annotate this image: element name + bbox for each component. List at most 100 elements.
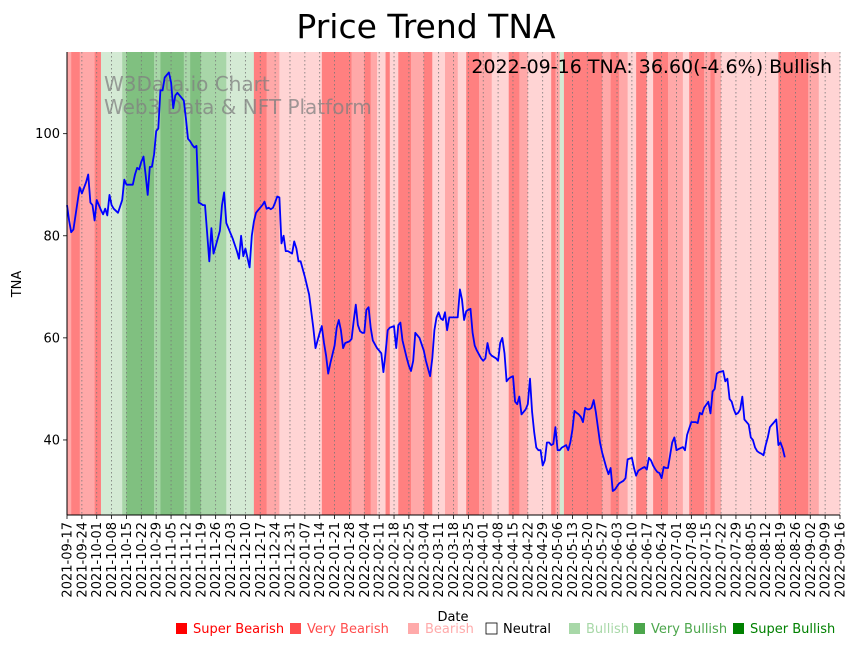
- sentiment-band-bearish: [704, 52, 711, 515]
- x-tick-label: 2022-03-18: [447, 522, 462, 598]
- legend-item: Super Bullish: [733, 622, 835, 637]
- sentiment-band-light-bearish: [457, 52, 467, 515]
- watermark-line-2: Web3 Data & NFT Platform: [104, 95, 372, 119]
- y-axis-label: TNA: [10, 271, 25, 299]
- sentiment-band-very-bearish: [689, 52, 705, 515]
- x-tick-label: 2022-07-29: [729, 522, 744, 598]
- x-tick-label: 2022-04-22: [521, 522, 536, 598]
- legend-item: Super Bearish: [176, 622, 284, 637]
- sentiment-band-bearish: [478, 52, 493, 515]
- sentiment-band-bullish-light: [100, 52, 123, 515]
- sentiment-band-light-bearish: [721, 52, 747, 515]
- sentiment-band-bearish: [445, 52, 459, 515]
- sentiment-band-light-bearish: [746, 52, 779, 515]
- x-tick-label: 2022-04-15: [506, 522, 521, 598]
- sentiment-band-very-bearish: [94, 52, 102, 515]
- sentiment-band-very-bearish: [385, 52, 391, 515]
- y-tick-label: 80: [43, 229, 60, 244]
- sentiment-band-bullish-light: [226, 52, 255, 515]
- x-tick-label: 2022-05-06: [551, 522, 566, 598]
- sentiment-band-bullish: [183, 52, 191, 515]
- sentiment-band-very-bearish: [551, 52, 556, 515]
- sentiment-band-very-bearish: [466, 52, 480, 515]
- sentiment-band-very-bearish: [589, 52, 603, 515]
- x-tick-label: 2021-12-24: [269, 522, 284, 598]
- x-tick-label: 2022-04-08: [492, 522, 507, 598]
- sentiment-band-bearish: [370, 52, 378, 515]
- x-tick-label: 2022-08-12: [759, 522, 774, 598]
- sentiment-band-very-bearish: [778, 52, 788, 515]
- axes: 2021-09-17 2021-09-24 2021-10-01 2021-10-08…: [35, 52, 849, 598]
- x-tick-label: 2021-12-03: [224, 522, 239, 598]
- legend: Super Bearish Very Bearish Bearish Neutral B…: [176, 622, 835, 637]
- x-tick-label: 2021-10-15: [120, 522, 135, 598]
- sentiment-band-bearish: [266, 52, 280, 515]
- legend-label: Super Bullish: [750, 622, 835, 637]
- sentiment-band-bearish: [667, 52, 684, 515]
- sentiment-band-very-bearish: [653, 52, 669, 515]
- x-tick-label: 2022-02-04: [358, 522, 373, 598]
- x-tick-label: 2022-01-21: [328, 522, 343, 598]
- legend-label: Very Bearish: [307, 622, 389, 637]
- x-tick-label: 2022-08-05: [744, 522, 759, 598]
- x-tick-label: 2022-07-22: [715, 522, 730, 598]
- y-tick-label: 40: [43, 433, 60, 448]
- sentiment-band-very-bearish: [563, 52, 582, 515]
- legend-swatch: [733, 623, 744, 634]
- watermark-line-1: W3Data.io Chart: [104, 72, 270, 96]
- sentiment-band-very-bearish: [71, 52, 81, 515]
- sentiment-band-light-bearish: [818, 52, 841, 515]
- x-tick-label: 2022-08-26: [789, 522, 804, 598]
- price-line-layer: [66, 71, 786, 492]
- sentiment-band-bearish: [411, 52, 425, 515]
- chart-title: Price Trend TNA: [296, 7, 556, 46]
- sentiment-band-very-bearish: [636, 52, 648, 515]
- sentiment-band-very-bearish: [610, 52, 620, 515]
- x-tick-label: 2022-09-02: [804, 522, 819, 598]
- sentiment-band-bearish: [619, 52, 628, 515]
- x-tick-label: 2021-10-29: [150, 522, 165, 598]
- sentiment-band-very-bearish: [398, 52, 412, 515]
- sentiment-band-light-bearish: [682, 52, 690, 515]
- vertical-gridlines: [66, 52, 841, 515]
- legend-label: Super Bearish: [193, 622, 284, 637]
- x-tick-label: 2021-11-12: [179, 522, 194, 598]
- legend-item: Very Bullish: [634, 622, 727, 637]
- legend-item: Very Bearish: [290, 622, 389, 637]
- sentiment-band-light-bearish: [389, 52, 399, 515]
- legend-swatch: [634, 623, 645, 634]
- x-tick-label: 2021-12-10: [239, 522, 254, 598]
- sentiment-band-bearish: [519, 52, 529, 515]
- x-tick-label: 2021-09-24: [75, 522, 90, 598]
- x-tick-label: 2021-11-05: [165, 522, 180, 598]
- sentiment-band-very-bearish: [253, 52, 267, 515]
- sentiment-band-light-bearish: [646, 52, 654, 515]
- sentiment-band-bullish-light: [559, 52, 565, 515]
- x-tick-label: 2022-02-11: [373, 522, 388, 598]
- sentiment-band-light-bearish: [491, 52, 510, 515]
- x-tick-label: 2022-05-27: [596, 522, 611, 598]
- x-tick-label: 2022-02-25: [402, 522, 417, 598]
- x-tick-label: 2022-05-20: [581, 522, 596, 598]
- legend-item: Neutral: [485, 622, 551, 637]
- legend-swatch: [569, 623, 580, 634]
- sentiment-band-bearish: [808, 52, 820, 515]
- x-tick-label: 2021-11-26: [209, 522, 224, 598]
- y-tick-label: 60: [43, 331, 60, 346]
- sentiment-band-light-bearish: [432, 52, 446, 515]
- x-tick-label: 2021-10-08: [105, 522, 120, 598]
- x-tick-label: 2022-07-08: [685, 522, 700, 598]
- legend-swatch: [176, 623, 187, 634]
- x-tick-label: 2022-07-15: [700, 522, 715, 598]
- sentiment-band-very-bearish: [710, 52, 716, 515]
- legend-label: Bearish: [425, 622, 474, 637]
- y-tick-label: 100: [35, 127, 60, 142]
- sentiment-band-bullish: [122, 52, 127, 515]
- sentiment-band-bearish: [67, 52, 72, 515]
- legend-swatch: [485, 622, 498, 635]
- legend-item: Bearish: [408, 622, 474, 637]
- sentiment-band-very-bullish: [126, 52, 155, 515]
- sentiment-band-very-bullish: [190, 52, 202, 515]
- sentiment-band-light-bearish: [527, 52, 552, 515]
